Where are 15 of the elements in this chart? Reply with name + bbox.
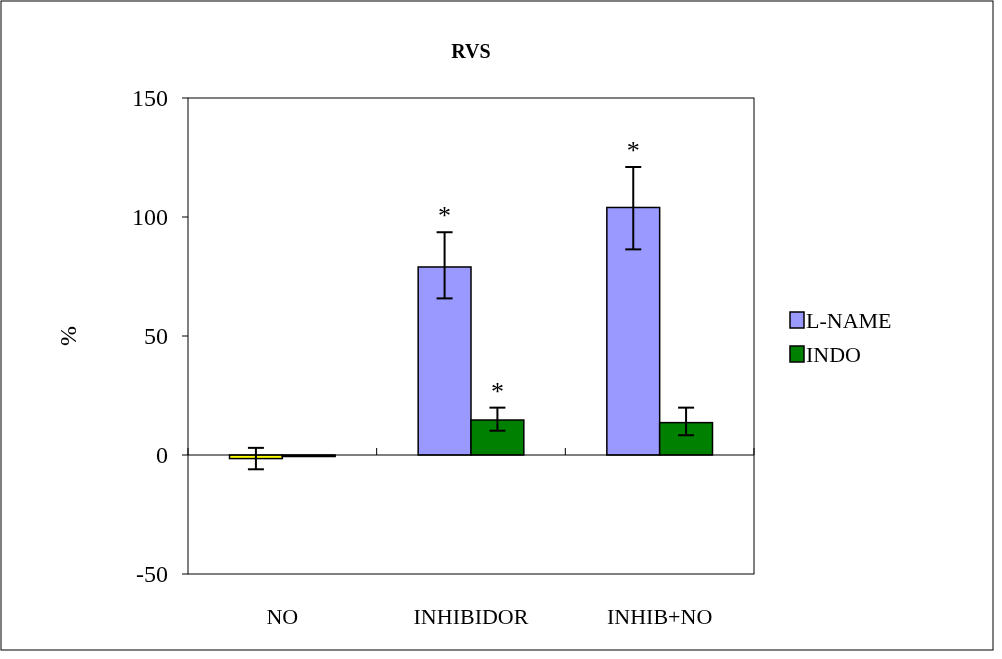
y-tick-label: 100 [132, 204, 168, 231]
legend-label: L-NAME [806, 307, 892, 333]
annotation: * [626, 136, 640, 166]
y-tick-label: -50 [136, 561, 168, 588]
y-axis-title: % [55, 326, 82, 346]
x-tick-label: INHIBIDOR [413, 604, 529, 629]
x-tick-label: NO [266, 604, 299, 629]
annotation: * [490, 376, 504, 406]
chart-title: RVS [451, 40, 491, 62]
y-tick-label: 150 [132, 85, 168, 112]
legend-label: INDO [806, 341, 861, 367]
y-tick-label: 50 [144, 323, 168, 350]
x-tick-label: INHIB+NO [607, 604, 713, 629]
annotation: * [438, 201, 452, 231]
y-tick-label: 0 [156, 442, 168, 469]
